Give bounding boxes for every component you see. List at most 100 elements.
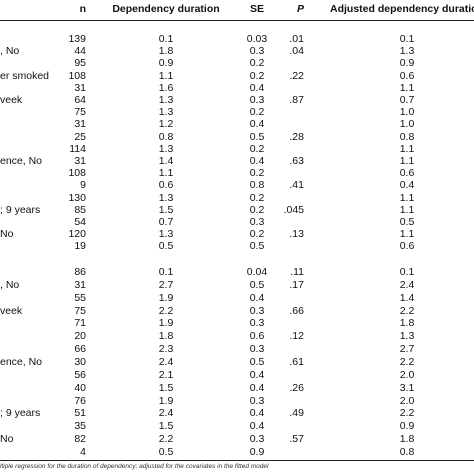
cell: 25 (74, 130, 86, 143)
cell: .87 (289, 94, 304, 106)
bottom-rule (0, 460, 474, 461)
header-rule (0, 20, 474, 21)
cell: 2.2 (158, 304, 174, 317)
cell: 0.4 (249, 155, 265, 167)
cell: 2.0 (399, 368, 415, 381)
cell: 1.5 (158, 381, 174, 394)
cell: 75 (74, 106, 86, 119)
cell: 31 (74, 155, 86, 167)
cell: 0.8 (249, 179, 265, 192)
cell: .66 (289, 304, 304, 317)
cell: 3.1 (399, 381, 415, 394)
cell: 1.1 (399, 203, 415, 216)
cell: 0.4 (249, 407, 265, 420)
cell: 1.1 (399, 191, 415, 204)
cell: 86 (74, 266, 86, 278)
cell: 0.8 (158, 130, 174, 143)
cell: 1.0 (399, 106, 415, 119)
cell: 0.7 (399, 94, 415, 106)
cell: .41 (289, 179, 304, 192)
cell: 1.6 (158, 81, 174, 94)
cell: 0.2 (249, 69, 265, 82)
cell: 0.4 (249, 368, 265, 381)
cell: 2.4 (158, 356, 174, 369)
cell: 1.3 (158, 228, 174, 241)
cell: 0.04 (246, 266, 268, 278)
cell: 2.1 (158, 368, 174, 381)
cell: 1.4 (399, 291, 415, 304)
cell: 120 (68, 228, 86, 241)
cell: 0.3 (249, 394, 265, 407)
cell: 82 (74, 433, 86, 446)
cell: 9 (80, 179, 86, 192)
column-header: P (296, 3, 304, 15)
cell: 40 (74, 381, 86, 394)
cell: 71 (74, 317, 86, 330)
cell: 0.4 (249, 420, 265, 433)
cell: 0.8 (399, 446, 415, 459)
cell: 1.8 (158, 45, 174, 58)
cell: 2.3 (158, 343, 174, 356)
row-label: , No (0, 278, 20, 291)
cell: 75 (74, 304, 86, 317)
cell: 1.3 (399, 45, 415, 58)
cell: .17 (289, 278, 304, 291)
cell: 0.9 (249, 446, 265, 459)
cell: .22 (289, 69, 304, 82)
cell: 0.2 (249, 167, 265, 180)
cell: 0.4 (249, 381, 265, 394)
cell: .11 (290, 266, 304, 278)
cell: 0.1 (158, 33, 174, 45)
cell: 1.5 (158, 420, 174, 433)
cell: 56 (74, 368, 86, 381)
cell: .13 (289, 228, 304, 241)
cell: 0.3 (249, 216, 265, 228)
footnote: ltiple regression for the duration of de… (0, 463, 269, 470)
cell: 0.4 (249, 81, 265, 94)
cell: 54 (74, 216, 86, 228)
cell: 0.5 (249, 356, 265, 369)
cell: 44 (74, 45, 86, 58)
cell: 0.2 (249, 142, 265, 155)
cell: 139 (68, 33, 86, 45)
cell: 0.3 (249, 45, 265, 58)
cell: 0.6 (249, 330, 265, 343)
cell: 0.5 (249, 240, 265, 253)
cell: 2.7 (158, 278, 174, 291)
cell: 0.2 (249, 203, 265, 216)
cell: 130 (68, 191, 86, 204)
cell: 4 (80, 446, 86, 459)
cell: 2.7 (399, 343, 415, 356)
row-label: ; 9 years (0, 203, 41, 216)
cell: 0.6 (399, 69, 415, 82)
cell: 0.5 (399, 216, 415, 228)
row-label: ence, No (0, 356, 43, 369)
cell: 1.1 (399, 228, 415, 241)
column-header: n (79, 3, 86, 15)
cell: 2.4 (158, 407, 174, 420)
column-header: SE (249, 3, 265, 15)
row-label: , No (0, 45, 20, 58)
cell: 1.1 (399, 155, 415, 167)
cell: 0.5 (158, 446, 174, 459)
cell: 31 (74, 278, 86, 291)
cell: 1.2 (158, 118, 174, 131)
cell: 31 (74, 118, 86, 131)
cell: 0.3 (249, 433, 265, 446)
cell: 0.5 (249, 278, 265, 291)
cell: 108 (68, 69, 86, 82)
cell: .61 (289, 356, 304, 369)
cell: .01 (289, 33, 304, 45)
cell: 0.5 (158, 240, 174, 253)
cell: .57 (289, 433, 304, 446)
cell: 0.6 (399, 240, 415, 253)
row-label: No (0, 228, 14, 241)
cell: .04 (289, 45, 304, 58)
cell: 0.3 (249, 343, 265, 356)
cell: 1.3 (399, 330, 415, 343)
cell: 85 (74, 203, 86, 216)
cell: 2.2 (399, 304, 415, 317)
cell: 0.2 (249, 106, 265, 119)
cell: 1.4 (158, 155, 174, 167)
